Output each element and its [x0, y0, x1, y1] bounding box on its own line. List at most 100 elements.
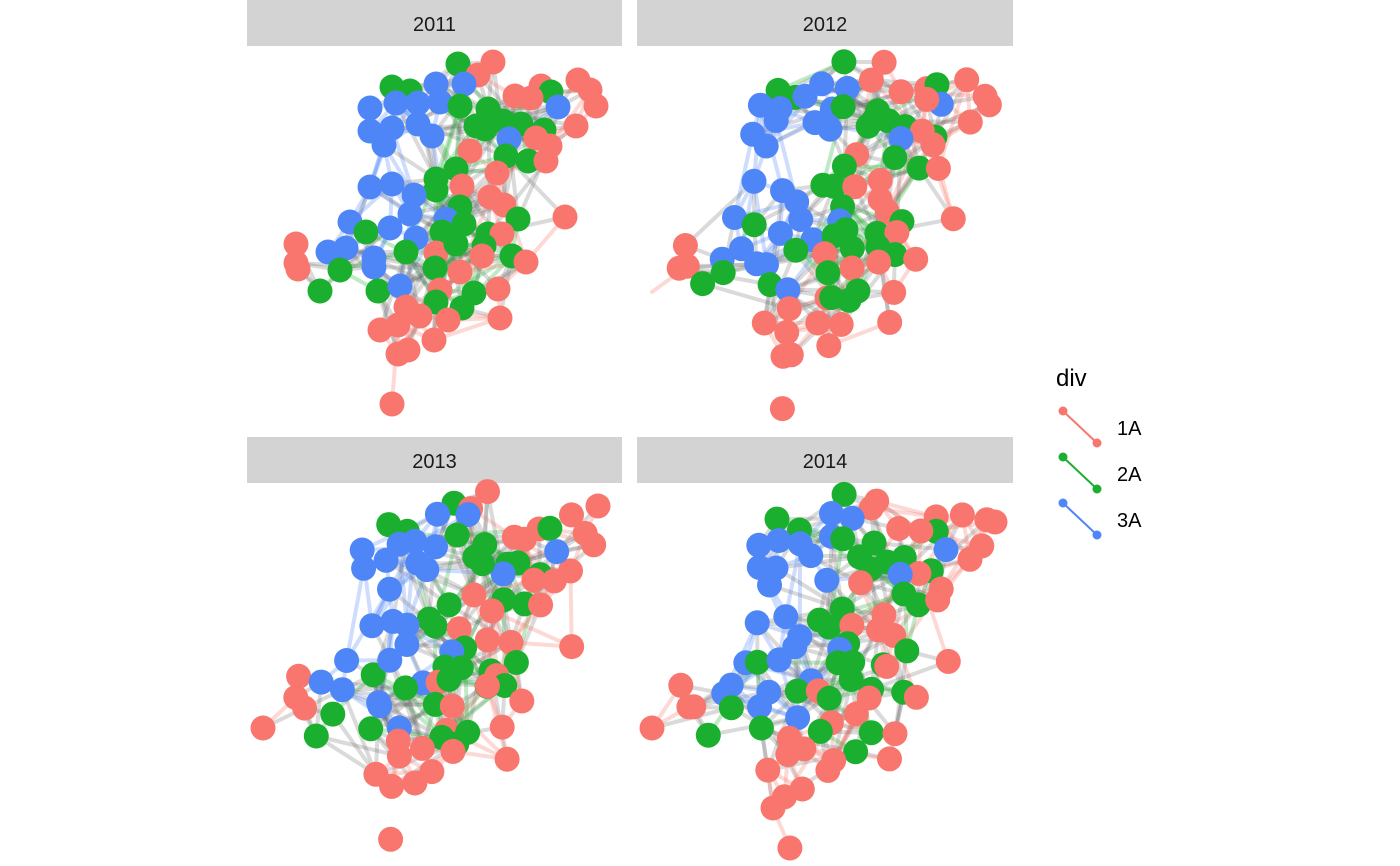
legend-key-point-3A — [1058, 498, 1068, 508]
network-node-1a — [469, 243, 495, 269]
network-node-2a — [303, 723, 329, 749]
network-node-3a — [747, 92, 773, 118]
network-node-3a — [817, 116, 843, 142]
network-node-1a — [976, 92, 1002, 118]
network-graph-2013 — [250, 479, 611, 852]
network-node-3a — [351, 555, 377, 581]
network-node-1a — [777, 835, 803, 861]
network-node-1a — [957, 109, 983, 135]
network-node-2a — [741, 212, 767, 238]
panel-2014: 2014 — [637, 437, 1013, 861]
network-node-3a — [773, 604, 799, 630]
network-node-1a — [925, 587, 951, 613]
network-node-1a — [812, 241, 838, 267]
network-node-3a — [753, 133, 779, 159]
network-node-3a — [367, 693, 393, 719]
network-node-1a — [848, 570, 874, 596]
network-node-1a — [446, 616, 472, 642]
network-node-3a — [490, 561, 516, 587]
network-node-1a — [774, 319, 800, 345]
network-node-1a — [884, 220, 910, 246]
network-node-1a — [858, 495, 884, 521]
network-node-3a — [933, 537, 959, 563]
network-node-3a — [545, 94, 571, 120]
network-node-1a — [421, 327, 447, 353]
network-node-2a — [503, 650, 529, 675]
network-node-2a — [821, 173, 847, 199]
network-node-1a — [385, 312, 411, 338]
network-node-2a — [505, 206, 531, 232]
network-node-1a — [828, 311, 854, 337]
network-node-1a — [888, 79, 914, 105]
network-edge — [394, 101, 438, 181]
network-edge — [916, 571, 951, 664]
network-node-2a — [422, 613, 448, 639]
network-node-3a — [544, 539, 570, 565]
network-node-1a — [474, 673, 500, 699]
network-node-2a — [830, 526, 856, 552]
network-node-1a — [513, 249, 539, 275]
network-node-1a — [449, 173, 475, 199]
network-edge — [458, 195, 492, 274]
network-node-3a — [839, 505, 865, 531]
network-node-1a — [447, 259, 473, 285]
network-node-2a — [445, 51, 471, 77]
network-node-2a — [894, 638, 920, 664]
network-node-2a — [443, 231, 469, 257]
panel-2012: 2012 — [637, 0, 1013, 422]
legend-item-3A: 3A — [1058, 498, 1142, 540]
network-node-1a — [789, 776, 815, 802]
network-edge — [936, 77, 969, 171]
network-node-3a — [741, 168, 767, 194]
network-node-2a — [843, 739, 869, 765]
legend-item-1A: 1A — [1058, 406, 1142, 448]
network-node-3a — [819, 501, 844, 526]
network-edge — [344, 246, 437, 270]
network-node-2a — [470, 551, 495, 577]
strip-label-2012: 2012 — [803, 14, 848, 36]
network-node-3a — [423, 534, 448, 560]
network-edge — [387, 658, 425, 751]
network-edge — [929, 517, 989, 573]
network-node-1a — [489, 714, 515, 740]
network-node-3a — [383, 90, 409, 116]
network-node-1a — [908, 518, 934, 544]
network-node-3a — [357, 95, 383, 121]
network-edge — [486, 159, 548, 236]
network-node-1a — [461, 582, 487, 608]
network-node-1a — [528, 592, 554, 618]
network-node-1a — [954, 67, 980, 93]
network-node-1a — [509, 688, 535, 714]
legend-title: div — [1056, 365, 1087, 392]
network-node-1a — [487, 305, 513, 331]
network-node-1a — [935, 648, 961, 674]
network-node-1a — [815, 757, 841, 783]
network-node-1a — [541, 568, 567, 594]
network-edge — [885, 142, 935, 214]
network-node-1a — [378, 826, 404, 852]
network-node-1a — [816, 333, 842, 359]
network-node-2a — [492, 673, 518, 698]
network-node-3a — [455, 502, 481, 528]
strip-2013 — [247, 437, 622, 483]
network-edge — [700, 281, 792, 311]
network-node-2a — [783, 237, 809, 263]
network-edge — [793, 248, 881, 265]
network-node-3a — [308, 669, 334, 695]
network-node-1a — [681, 694, 707, 720]
network-node-1a — [457, 138, 483, 164]
network-node-1a — [925, 155, 951, 181]
network-node-2a — [393, 239, 419, 265]
network-node-1a — [856, 685, 882, 711]
network-node-3a — [424, 501, 450, 527]
network-node-3a — [401, 182, 427, 208]
network-node-1a — [805, 310, 831, 336]
network-node-2a — [472, 116, 498, 142]
network-node-3a — [763, 108, 789, 133]
network-node-2a — [836, 287, 862, 313]
network-node-3a — [775, 277, 801, 303]
network-node-1a — [379, 391, 405, 417]
network-graph-2011 — [283, 49, 609, 417]
network-node-3a — [405, 90, 431, 116]
network-edge — [433, 561, 485, 629]
